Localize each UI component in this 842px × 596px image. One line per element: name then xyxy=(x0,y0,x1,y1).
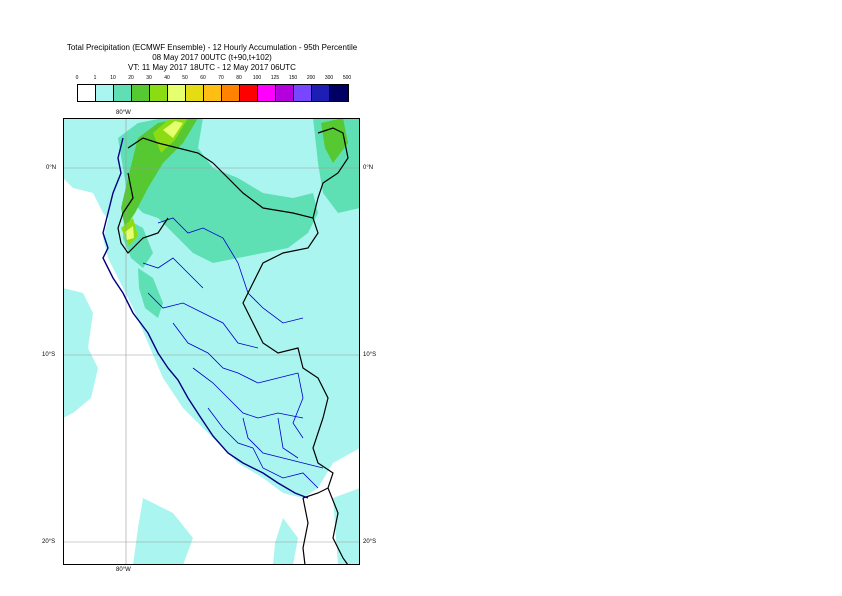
national-boundaries xyxy=(117,127,349,565)
legend-color-box xyxy=(186,85,204,101)
legend-color-box xyxy=(294,85,312,101)
legend-threshold-label: 500 xyxy=(342,75,352,81)
legend-threshold-label: 30 xyxy=(146,75,152,81)
border-peru-chile xyxy=(302,497,309,565)
light-precip-ocean-west xyxy=(63,288,98,418)
lat-label-0-right: 0°N xyxy=(363,165,374,171)
legend-color-box xyxy=(168,85,186,101)
legend-color-boxes xyxy=(77,84,349,102)
heavy-precip-max-south xyxy=(125,226,134,240)
legend-color-box xyxy=(78,85,96,101)
legend-color-box xyxy=(150,85,168,101)
legend-threshold-label: 60 xyxy=(200,75,206,81)
lon-label-bottom: 80°W xyxy=(116,567,131,573)
legend-threshold-label: 200 xyxy=(306,75,316,81)
map-title: Total Precipitation (ECMWF Ensemble) - 1… xyxy=(0,43,424,73)
color-legend: 0 1 10 20 30 40 50 60 70 80 100 125 150 200 300 500 xyxy=(75,75,352,102)
heavy-precip-band xyxy=(121,118,198,228)
border-ecuador-peru xyxy=(117,172,169,254)
legend-threshold-label: 150 xyxy=(288,75,298,81)
legend-labels: 0 1 10 20 30 40 50 60 70 80 100 125 150 200 300 500 xyxy=(75,75,352,83)
legend-threshold-label: 10 xyxy=(110,75,116,81)
map-canvas xyxy=(63,118,360,565)
title-line-1: Total Precipitation (ECMWF Ensemble) - 1… xyxy=(66,43,358,52)
legend-threshold-label: 300 xyxy=(324,75,334,81)
legend-threshold-label: 50 xyxy=(182,75,188,81)
legend-color-box xyxy=(204,85,222,101)
lat-label-10s-left: 10°S xyxy=(42,352,56,358)
legend-color-box xyxy=(330,85,348,101)
legend-color-box xyxy=(312,85,330,101)
legend-color-box xyxy=(276,85,294,101)
legend-threshold-label: 0 xyxy=(75,75,79,81)
light-precip-south xyxy=(273,518,298,565)
legend-threshold-label: 40 xyxy=(164,75,170,81)
light-precip-land xyxy=(103,158,360,498)
legend-threshold-label: 80 xyxy=(236,75,242,81)
border-bolivia-chile xyxy=(327,487,349,565)
title-line-3: VT: 11 May 2017 18UTC - 12 May 2017 06UT… xyxy=(128,63,296,72)
map-frame xyxy=(63,118,360,565)
legend-color-box xyxy=(114,85,132,101)
graticule xyxy=(63,118,360,565)
precipitation-map xyxy=(63,118,360,565)
light-precip-southeast xyxy=(333,488,360,565)
regional-boundaries xyxy=(142,217,324,489)
lat-label-0-left: 0°N xyxy=(46,165,57,171)
legend-color-box xyxy=(240,85,258,101)
lat-label-10s-right: 10°S xyxy=(363,352,377,358)
legend-threshold-label: 100 xyxy=(252,75,262,81)
lat-label-20s-right: 20°S xyxy=(363,539,377,545)
title-line-2: 08 May 2017 00UTC (t+90,t+102) xyxy=(152,53,272,62)
legend-threshold-label: 1 xyxy=(93,75,97,81)
moderate-precip-central-valley xyxy=(138,268,163,318)
legend-threshold-label: 20 xyxy=(128,75,134,81)
lat-label-20s-left: 20°S xyxy=(42,539,56,545)
border-colombia-ecuador xyxy=(127,137,214,164)
legend-color-box xyxy=(222,85,240,101)
heavy-precip-max-north xyxy=(163,121,183,138)
legend-color-box xyxy=(96,85,114,101)
border-venezuela-brazil xyxy=(312,127,349,219)
legend-threshold-label: 70 xyxy=(218,75,224,81)
legend-color-box xyxy=(258,85,276,101)
lon-label-top: 80°W xyxy=(116,110,131,116)
border-colombia-peru-brazil xyxy=(212,162,334,499)
legend-color-box xyxy=(132,85,150,101)
legend-threshold-label: 125 xyxy=(270,75,280,81)
light-precip-southwest xyxy=(133,498,193,565)
coastline xyxy=(102,137,309,499)
